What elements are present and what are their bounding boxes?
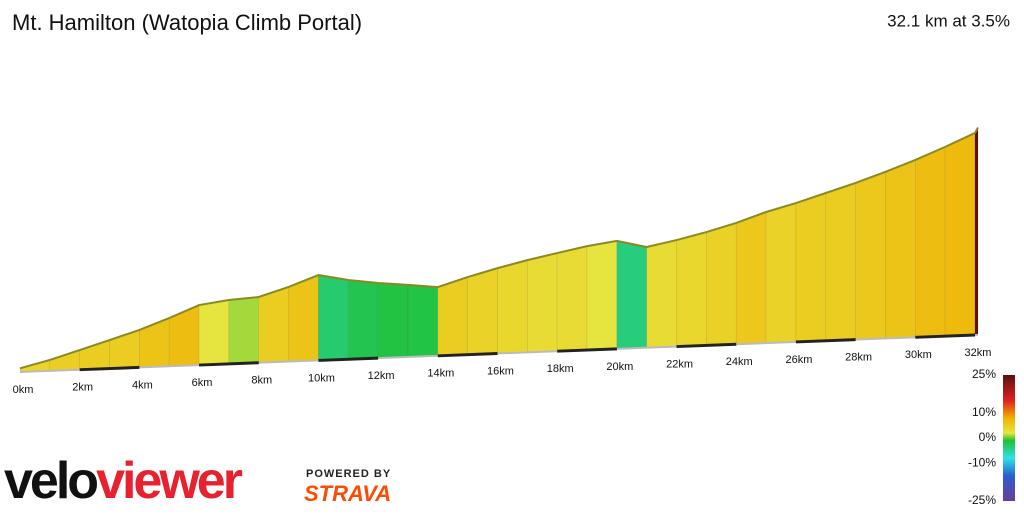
profile-edge [19,126,979,370]
segment [228,296,260,365]
logo-part: viewer [96,452,243,510]
x-tick-label: 20km [606,361,633,373]
x-tick-label: 0km [13,384,34,396]
axis-stripe [437,352,498,358]
x-tick-label: 12km [368,370,395,382]
segment [527,252,558,353]
segment [347,279,379,360]
x-tick-label: 26km [785,354,812,366]
segment [974,127,979,336]
axis-stripe [199,361,259,367]
powered-by: POWERED BY [306,468,391,480]
x-tick-label: 4km [132,379,153,391]
segment [915,146,946,338]
segment [944,132,976,337]
logo-part: velo [4,452,97,510]
x-tick-label: 18km [547,363,574,375]
axis-stripe [557,347,617,353]
segment [198,299,230,366]
colorbar-label: -10% [968,455,996,469]
segment [735,211,767,345]
segment [139,317,170,368]
segment [318,274,349,361]
x-tick-label: 8km [251,375,272,387]
colorbar-label: 0% [979,430,997,444]
segment [437,276,468,357]
segment [795,192,827,343]
segment [855,171,886,340]
x-tick-label: 28km [845,352,872,364]
x-tick-label: 30km [905,349,932,361]
colorbar-label: 25% [972,367,996,381]
x-tick-label: 14km [427,368,454,380]
x-tick-label: 10km [308,372,335,384]
segment [706,222,737,346]
axis-stripe [795,338,856,344]
colorbar [1003,375,1015,501]
axis-stripe [915,333,976,339]
segment [765,202,797,344]
colorbar-label: -25% [968,493,996,507]
x-tick-label: 24km [726,356,753,368]
axis-stripe [676,342,737,349]
x-tick-label: 22km [666,358,693,370]
segment [646,239,677,349]
segment [377,282,409,359]
segment [49,349,80,372]
segment [258,286,289,364]
strava-logo: STRAVA [304,481,391,506]
segment [288,274,319,362]
colorbar-label: 10% [972,405,996,419]
segment [407,284,439,358]
x-tick-label: 32km [965,347,992,359]
segment [586,240,618,351]
segment [616,240,648,350]
axis-stripe [79,365,140,372]
x-tick-label: 6km [192,377,213,389]
segment [168,304,200,367]
logo: veloviewer [4,452,243,510]
x-tick-label: 16km [487,365,514,377]
segment [885,159,916,339]
segment [556,245,588,352]
chart-title: Mt. Hamilton (Watopia Climb Portal) [12,10,362,35]
segment [825,182,856,342]
segment [467,267,498,355]
segment [676,231,707,347]
subtitle: 32.1 km at 3.5% [887,11,1010,30]
x-tick-label: 2km [72,382,93,394]
axis-stripe [318,356,379,362]
segment [497,259,528,354]
